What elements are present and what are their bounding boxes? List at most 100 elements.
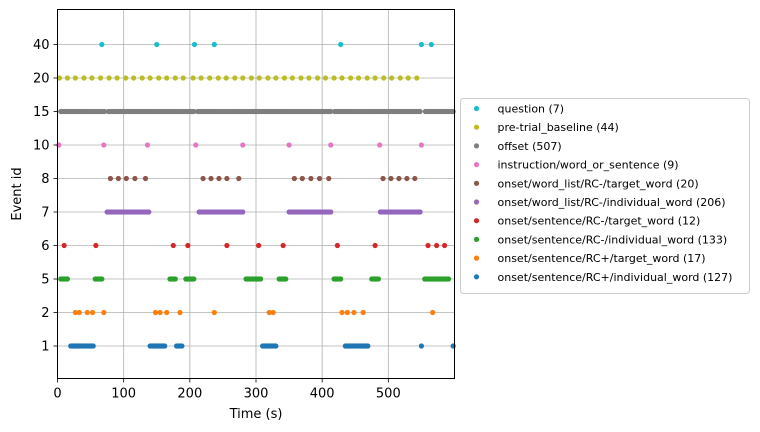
data-point <box>299 175 305 182</box>
data-point <box>61 242 67 249</box>
data-point <box>298 75 304 81</box>
legend-entry: onset/word_list/RC-/target_word (20) <box>498 177 699 190</box>
data-point <box>72 309 78 316</box>
data-point <box>193 142 199 148</box>
data-point <box>106 75 112 81</box>
legend-marker <box>473 274 480 280</box>
data-point <box>56 75 63 81</box>
x-tick-label: 100 <box>111 387 136 402</box>
data-point <box>306 75 312 81</box>
data-point <box>377 142 383 148</box>
legend-entry: question (7) <box>498 103 565 116</box>
y-axis-label: Event id <box>10 167 25 220</box>
data-point <box>240 209 246 215</box>
data-point <box>273 343 279 349</box>
data-point <box>389 75 395 81</box>
data-point <box>328 108 334 115</box>
data-point <box>81 75 87 81</box>
data-point <box>445 276 452 282</box>
data-point <box>154 41 160 48</box>
data-point <box>256 242 262 249</box>
data-point <box>266 309 272 316</box>
data-point <box>280 242 286 249</box>
data-point <box>164 309 170 316</box>
legend-marker <box>473 255 480 261</box>
data-point <box>162 343 168 349</box>
data-point <box>404 175 410 182</box>
data-point <box>89 75 95 81</box>
data-point <box>338 276 344 282</box>
data-point <box>417 108 423 115</box>
data-point <box>291 175 297 182</box>
data-point <box>328 209 334 215</box>
data-point <box>114 75 120 81</box>
legend-entry: onset/sentence/RC-/individual_word (133) <box>498 233 728 246</box>
data-point <box>328 142 334 148</box>
data-point <box>97 75 104 81</box>
legend-marker <box>473 105 480 112</box>
data-point <box>240 142 246 148</box>
x-tick-label: 200 <box>177 387 202 402</box>
legend-entry: onset/word_list/RC-/individual_word (206… <box>498 196 726 209</box>
data-point <box>240 75 246 81</box>
legend-entry: pre-trial_baseline (44) <box>498 121 619 134</box>
data-point <box>132 175 138 182</box>
data-point <box>388 175 394 182</box>
data-point <box>348 75 354 81</box>
data-point <box>286 142 292 148</box>
data-point <box>89 309 96 316</box>
data-point <box>405 75 411 81</box>
data-point <box>224 242 230 249</box>
data-point <box>191 108 197 115</box>
y-tick-label: 20 <box>33 72 50 87</box>
data-point <box>177 309 183 316</box>
data-point <box>364 75 370 81</box>
data-point <box>180 75 186 81</box>
data-point <box>200 175 206 182</box>
data-point <box>99 276 105 282</box>
data-point <box>99 41 105 48</box>
legend-marker <box>473 180 480 186</box>
legend-entry: instruction/word_or_sentence (9) <box>498 159 679 172</box>
data-point <box>265 75 271 81</box>
data-point <box>428 41 434 48</box>
legend-marker <box>473 162 480 168</box>
data-point <box>101 108 108 115</box>
data-point <box>360 309 366 316</box>
data-point <box>172 276 178 282</box>
data-point <box>314 75 321 81</box>
data-point <box>397 75 403 81</box>
data-point <box>344 309 350 316</box>
legend-entry: onset/sentence/RC+/target_word (17) <box>498 252 706 265</box>
data-point <box>380 175 386 182</box>
legend-box <box>460 98 750 294</box>
data-point <box>418 41 425 48</box>
data-point <box>396 175 402 182</box>
data-point <box>281 75 288 81</box>
data-point <box>232 75 238 81</box>
data-point <box>414 75 420 81</box>
y-tick-label: 6 <box>41 239 49 254</box>
data-point <box>351 309 357 316</box>
data-point <box>211 309 217 316</box>
data-point <box>152 309 159 316</box>
data-point <box>90 343 96 349</box>
y-tick-label: 10 <box>33 139 50 154</box>
data-point <box>72 75 78 81</box>
data-point <box>101 142 107 148</box>
data-point <box>412 175 418 182</box>
legend-marker <box>473 218 480 224</box>
legend-entry: onset/sentence/RC-/target_word (12) <box>498 215 701 228</box>
data-point <box>372 75 378 81</box>
grid <box>57 9 455 379</box>
y-tick-label: 7 <box>41 206 49 221</box>
data-point <box>123 75 129 81</box>
data-point <box>308 175 314 182</box>
x-tick-label: 300 <box>244 387 269 402</box>
y-tick-label: 15 <box>33 105 50 120</box>
x-axis: 0 100 200 300 400 500 <box>53 378 401 402</box>
data-point <box>208 175 214 182</box>
data-point <box>322 75 329 81</box>
data-point <box>64 75 71 81</box>
